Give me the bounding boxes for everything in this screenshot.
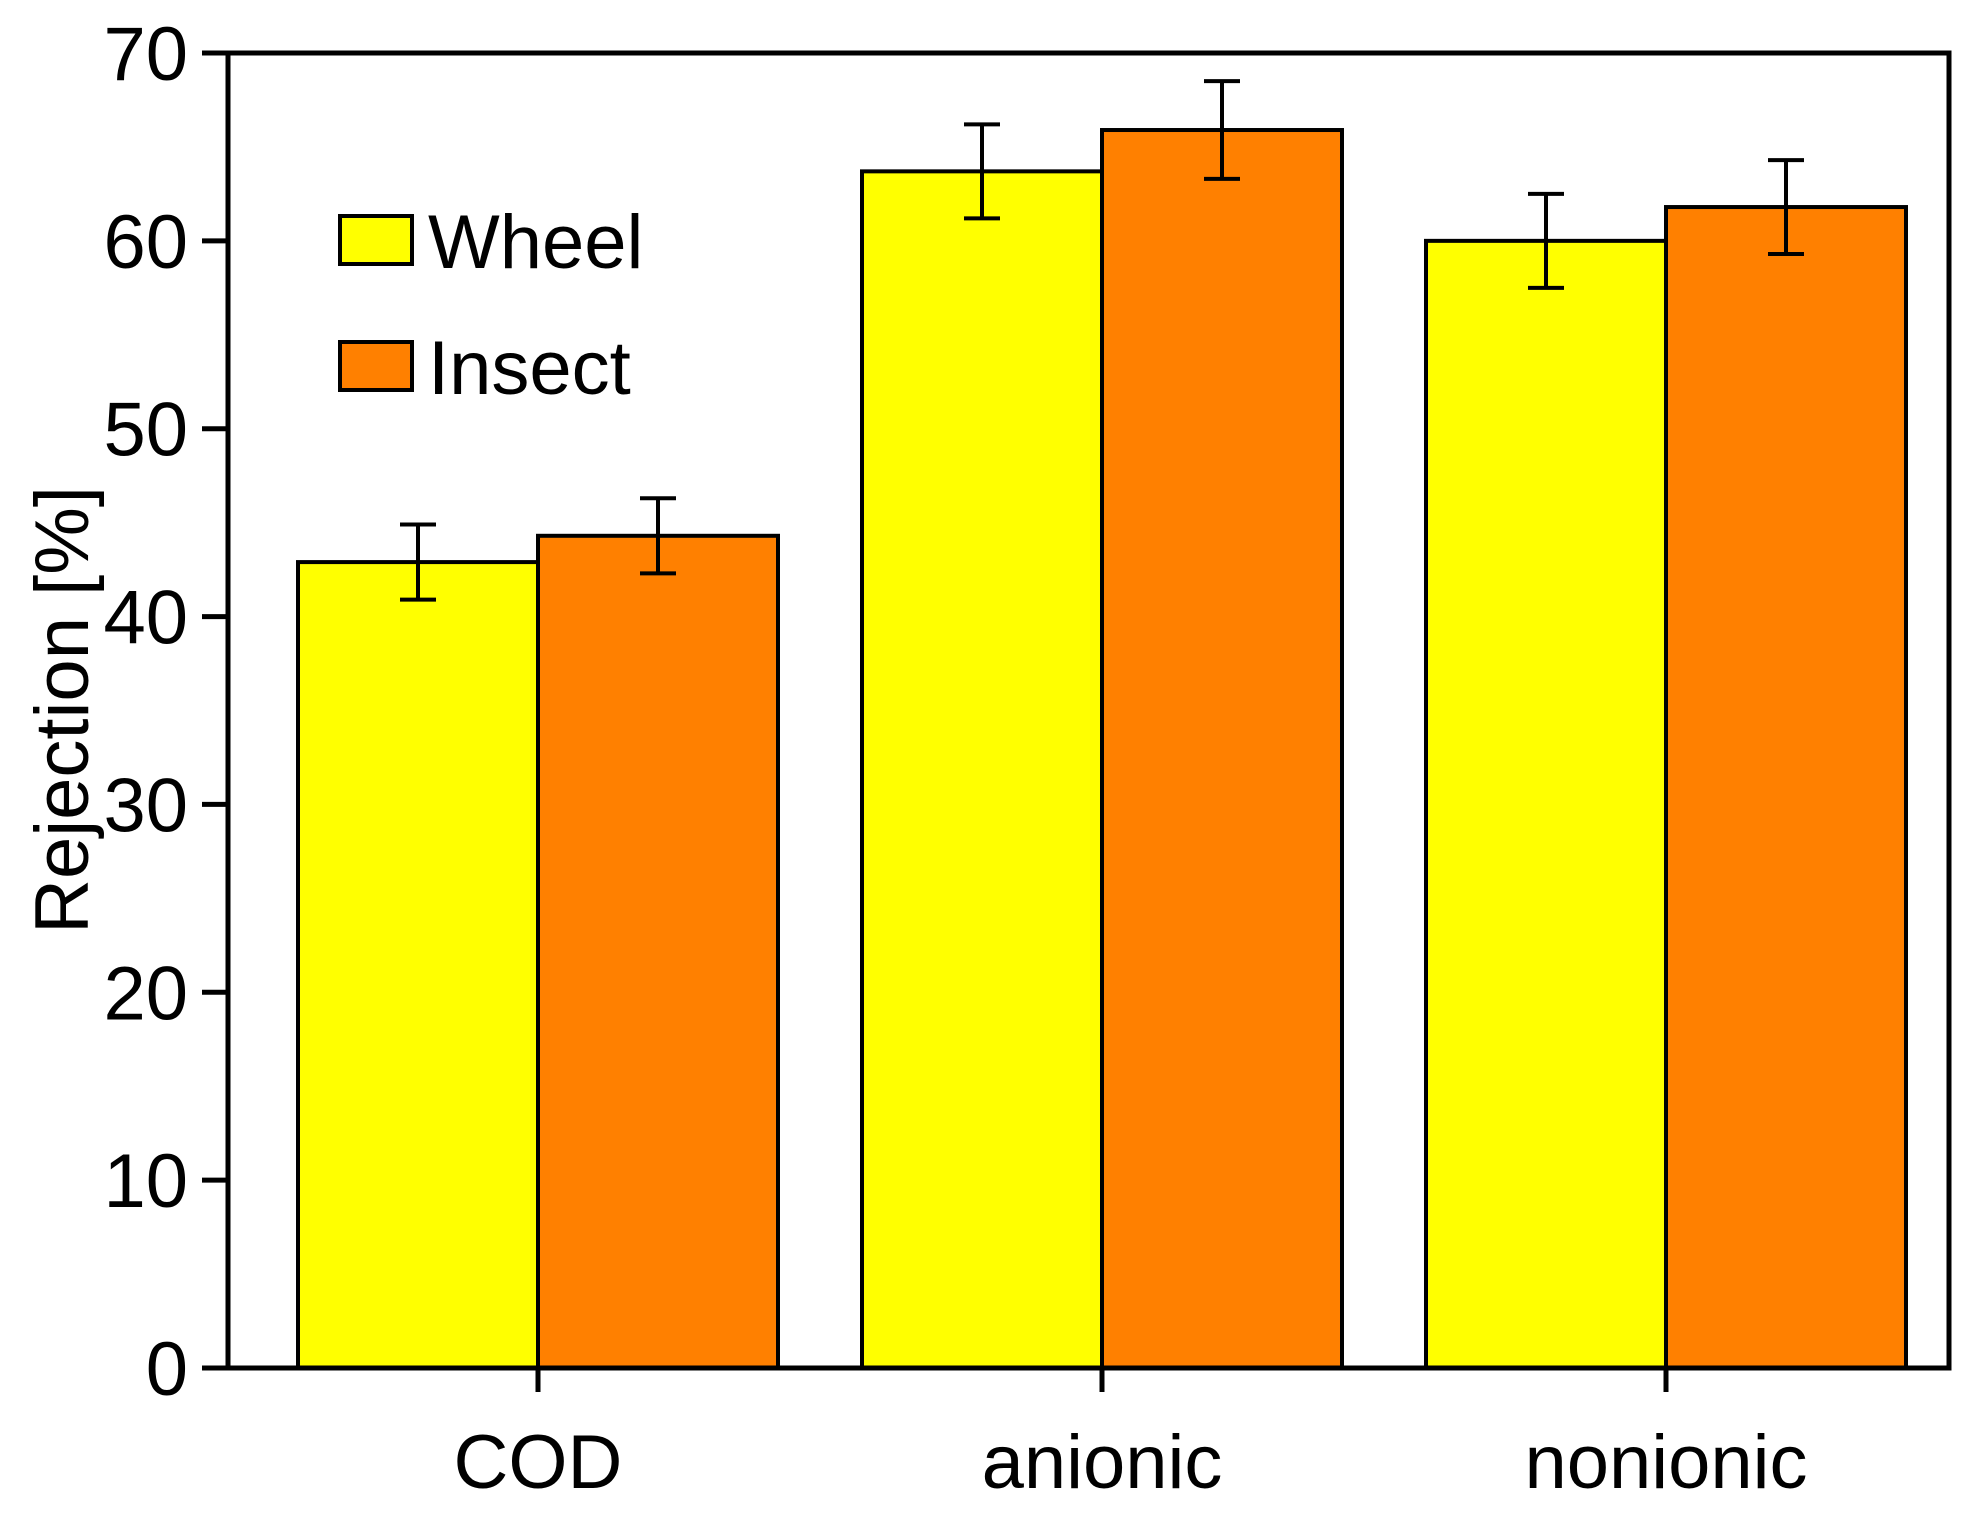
y-tick-label: 70 (103, 12, 188, 97)
bar (296, 560, 540, 1370)
x-tick-label: COD (454, 1420, 623, 1505)
legend: Wheel Insect (338, 200, 643, 411)
y-tick-label: 40 (103, 576, 188, 661)
bar (1664, 205, 1908, 1371)
y-axis: 0 10 20 30 40 50 60 70 (103, 12, 228, 1412)
error-bars-layer (400, 79, 1804, 602)
x-axis: COD anionic nonionic (454, 1368, 1808, 1505)
legend-label: Insect (428, 326, 631, 411)
y-tick-label: 20 (103, 951, 188, 1036)
y-axis-title: Rejection [%] (20, 486, 105, 934)
bar (1424, 238, 1668, 1370)
bar (860, 169, 1104, 1371)
y-tick-label: 0 (146, 1327, 188, 1412)
y-tick-label: 30 (103, 763, 188, 848)
bar (1100, 128, 1344, 1370)
y-tick-label: 60 (103, 200, 188, 285)
bars-layer (296, 128, 1908, 1371)
legend-swatch (338, 214, 414, 266)
y-tick-label: 10 (103, 1139, 188, 1224)
x-tick-label: anionic (982, 1420, 1223, 1505)
y-tick-label: 50 (103, 388, 188, 473)
legend-label: Wheel (428, 200, 643, 285)
plot-frame (225, 50, 1952, 1371)
bar (536, 533, 780, 1370)
legend-swatch (338, 340, 414, 392)
x-tick-label: nonionic (1524, 1420, 1807, 1505)
